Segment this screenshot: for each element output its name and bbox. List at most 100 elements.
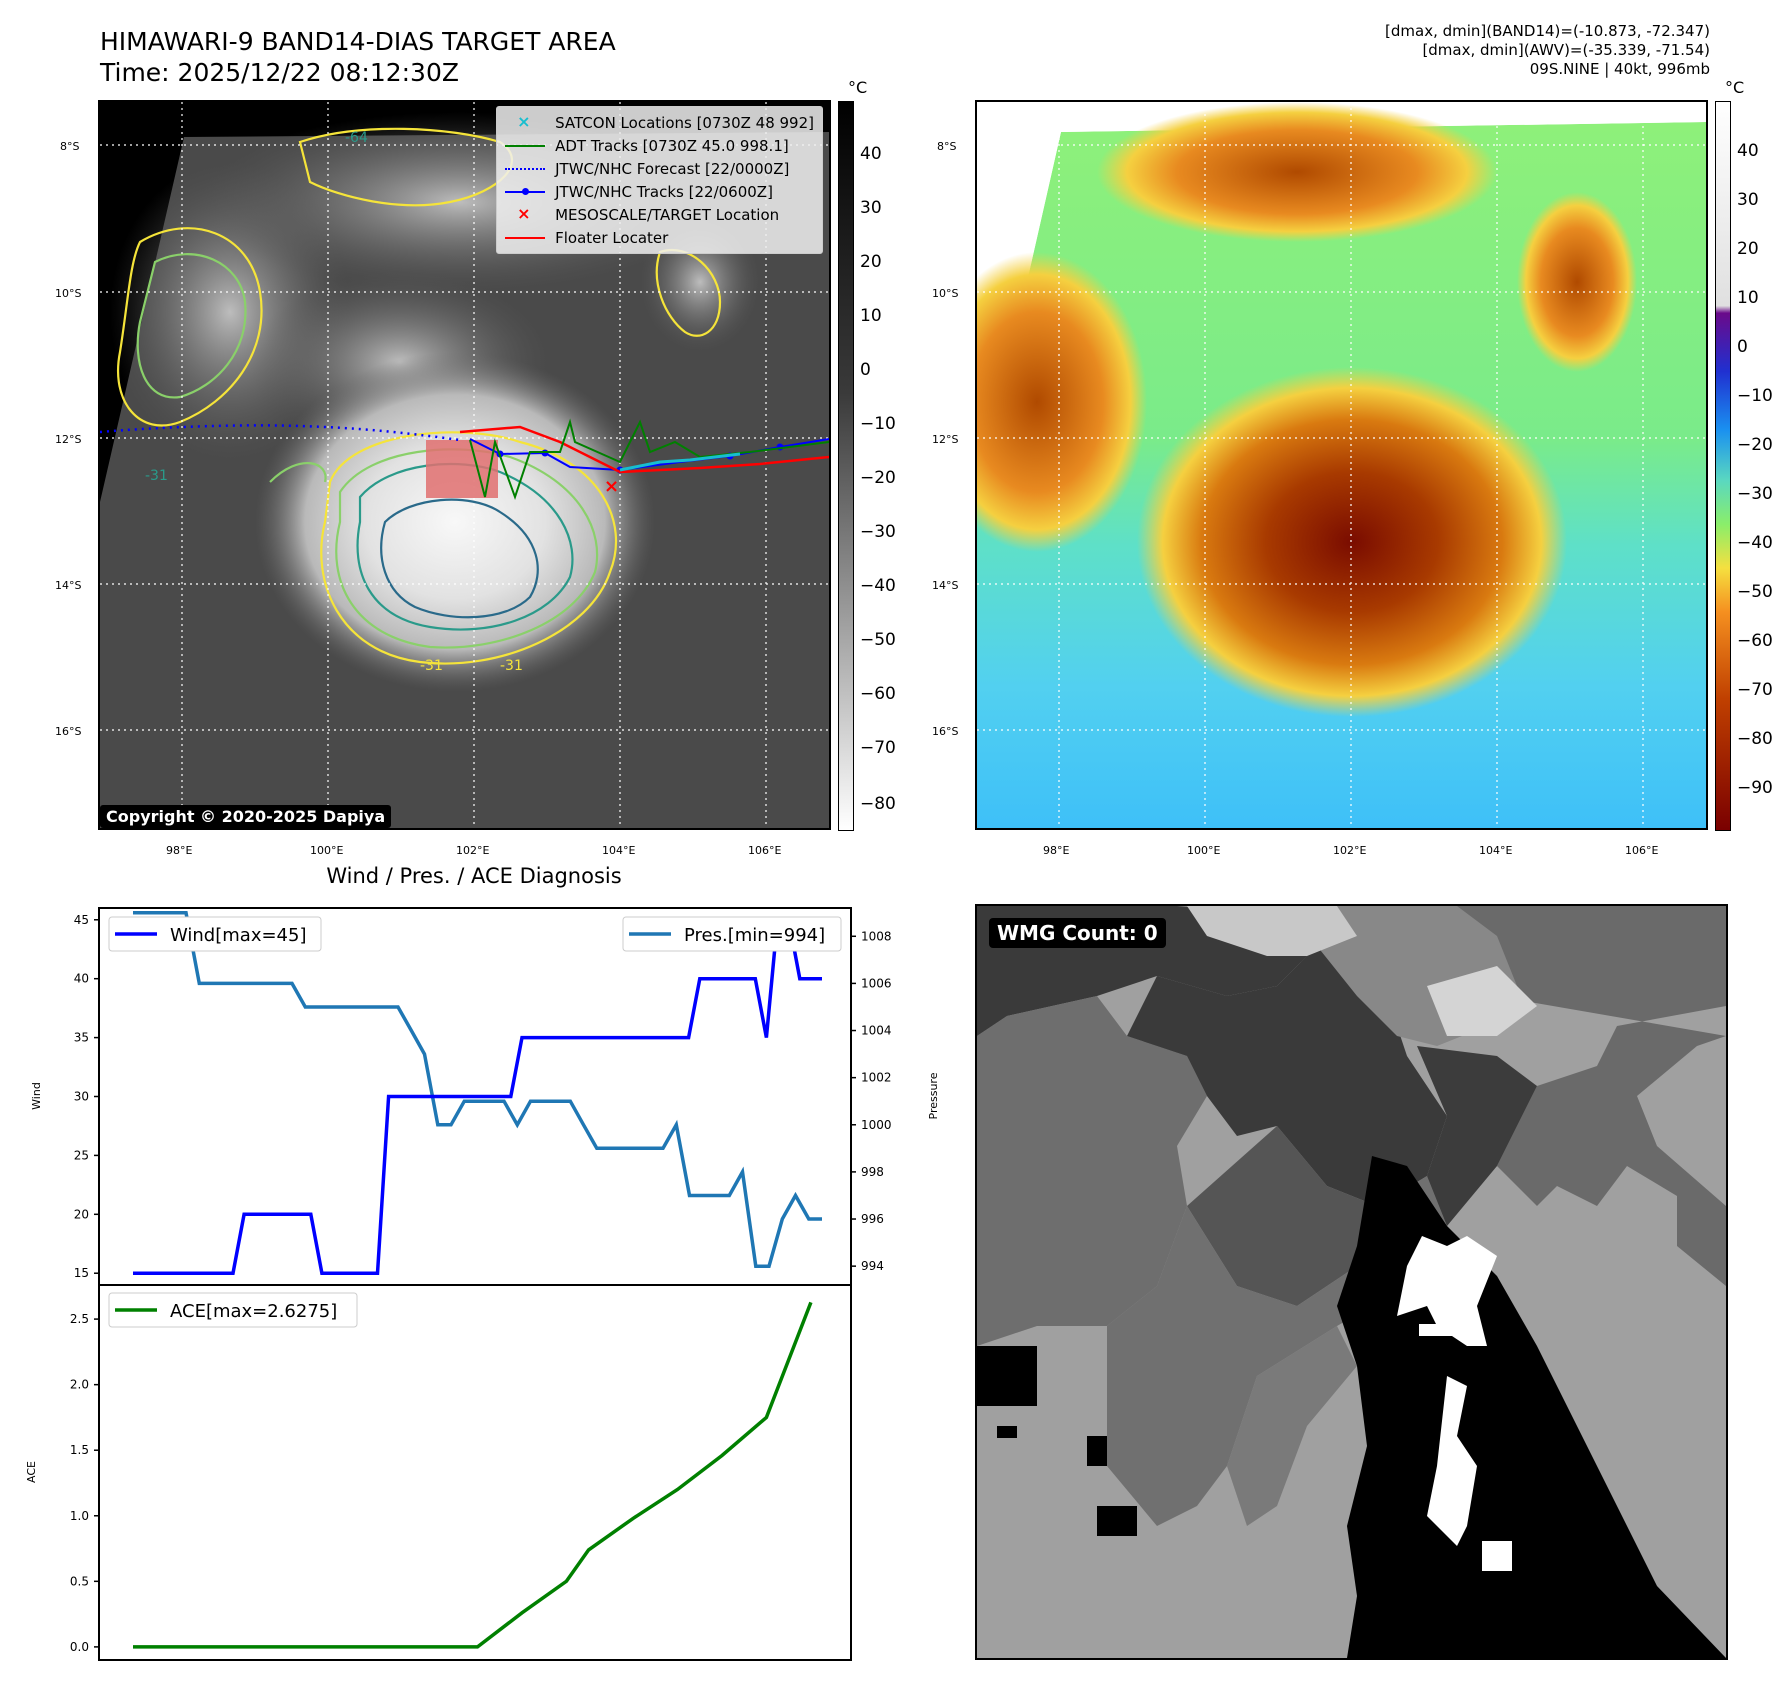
pressure-series-line	[133, 910, 822, 1268]
pres-ytick-998-label: 998	[861, 1165, 884, 1179]
legend-item-floater: Floater Locater	[505, 226, 814, 249]
wind-series-line	[133, 918, 822, 1275]
wmg-count-badge: WMG Count: 0	[989, 918, 1166, 948]
wind-ytick-15-label: 15	[74, 1266, 89, 1280]
ace-ytick-4-label: 2.0	[70, 1378, 89, 1392]
awv-cb-tick-30: 30	[1737, 190, 1759, 210]
target-location-marker: ×	[604, 476, 619, 497]
ir-cb-tick-m50: −50	[860, 630, 896, 650]
ace-ytick-5-label: 2.5	[70, 1312, 89, 1326]
wind-legend-label: Wind[max=45]	[170, 925, 307, 946]
title-line1: HIMAWARI-9 BAND14-DIAS TARGET AREA	[100, 27, 616, 56]
wind-ytick-20-label: 20	[74, 1207, 89, 1221]
ir-cb-tick-m80: −80	[860, 794, 896, 814]
ir-cb-tick-30: 30	[860, 198, 882, 218]
awv-dry-east	[1517, 192, 1637, 372]
ir-lat-label-14s: 14°S	[55, 579, 82, 592]
awv-graticule	[977, 102, 1706, 828]
ir-lon-label-98e: 98°E	[166, 844, 193, 857]
awv-cb-tick-0: 0	[1737, 337, 1748, 357]
awv-cb-tick-40: 40	[1737, 141, 1759, 161]
legend-item-jtwc-tracks: JTWC/NHC Tracks [22/0600Z]	[505, 180, 814, 203]
ir-cb-tick-0: 0	[860, 360, 871, 380]
ace-series-line	[133, 1301, 813, 1649]
awv-colorbar-unit: °C	[1725, 78, 1745, 97]
awv-cb-tick-m70: −70	[1737, 680, 1773, 700]
ir-lon-label-100e: 100°E	[310, 844, 344, 857]
ir-cb-tick-m10: −10	[860, 414, 896, 434]
awv-lat-label-10s: 10°S	[932, 287, 959, 300]
awv-cb-tick-m90: −90	[1737, 778, 1773, 798]
ir-lat-label-16s: 16°S	[55, 725, 82, 738]
wind-ytick-45-label: 45	[74, 913, 89, 927]
ace-legend: ACE[max=2.6275]	[108, 1292, 358, 1328]
awv-cb-tick-m50: −50	[1737, 582, 1773, 602]
wmg-image	[977, 906, 1726, 1658]
cyclone-core	[255, 352, 655, 692]
wind-ytick-40-label: 40	[74, 972, 89, 986]
awv-cb-tick-m80: −80	[1737, 729, 1773, 749]
awv-colorbar	[1715, 101, 1731, 831]
awv-map-image	[977, 102, 1706, 828]
pres-yticks: 994 996 998 1000 1002 1004 1006 1008	[851, 929, 892, 1273]
ace-axis-label: ACE	[25, 1461, 38, 1483]
info-line3: 09S.NINE | 40kt, 996mb	[1529, 60, 1710, 78]
wind-ytick-25-label: 25	[74, 1148, 89, 1162]
ace-ytick-3-label: 1.5	[70, 1443, 89, 1457]
pressure-axis-label: Pressure	[927, 1072, 940, 1119]
satcon-track	[619, 452, 741, 472]
awv-cyclone-core	[1137, 367, 1567, 717]
contour-label-1: -64	[345, 130, 368, 146]
pres-ytick-1006-label: 1006	[861, 976, 892, 990]
awv-lat-label-14s: 14°S	[932, 579, 959, 592]
ir-legend: × SATCON Locations [0730Z 48 992] ADT Tr…	[496, 106, 823, 254]
pres-ytick-994-label: 994	[861, 1259, 884, 1273]
ir-map-image: -64 -31 -31 -31 ×	[100, 102, 829, 828]
ir-cb-tick-m20: −20	[860, 468, 896, 488]
title-line2: Time: 2025/12/22 08:12:30Z	[100, 58, 459, 87]
diagnosis-chart: 15 20 25 30 35 40 45 994 996 998 1000 1002 1004 1006…	[25, 907, 940, 1661]
ace-ytick-1-label: 0.5	[70, 1574, 89, 1588]
ir-cb-tick-m60: −60	[860, 684, 896, 704]
ir-lon-label-102e: 102°E	[456, 844, 490, 857]
ir-colorbar	[838, 101, 854, 831]
ace-legend-label: ACE[max=2.6275]	[170, 1301, 337, 1322]
ir-cb-tick-m40: −40	[860, 576, 896, 596]
awv-dry-north	[1097, 102, 1497, 242]
wmg-panel: WMG Count: 0	[975, 904, 1728, 1660]
awv-cb-tick-m20: −20	[1737, 435, 1773, 455]
ace-ytick-2-label: 1.0	[70, 1509, 89, 1523]
contour-label-2: -31	[145, 468, 168, 484]
pres-legend: Pres.[min=994]	[622, 916, 842, 952]
wind-axis-label: Wind	[30, 1082, 43, 1110]
awv-map-panel	[975, 100, 1708, 830]
awv-dry-west	[977, 252, 1147, 552]
awv-lon-label-106e: 106°E	[1625, 844, 1659, 857]
pres-ytick-996-label: 996	[861, 1212, 884, 1226]
adt-track	[469, 418, 829, 501]
ir-lon-label-106e: 106°E	[748, 844, 782, 857]
awv-lon-label-98e: 98°E	[1043, 844, 1070, 857]
legend-item-adt: ADT Tracks [0730Z 45.0 998.1]	[505, 134, 814, 157]
ace-yticks: 0.0 0.5 1.0 1.5 2.0 2.5	[70, 1312, 99, 1654]
copyright-badge: Copyright © 2020-2025 Dapiya	[100, 805, 392, 828]
awv-lat-label-8s: 8°S	[937, 140, 957, 153]
contour-label-3: -31	[420, 658, 443, 674]
info-line2: [dmax, dmin](AWV)=(-35.339, -71.54)	[1422, 41, 1710, 59]
wind-yticks: 15 20 25 30 35 40 45	[74, 913, 99, 1280]
pres-ytick-1008-label: 1008	[861, 929, 892, 943]
pres-ytick-1002-label: 1002	[861, 1071, 892, 1085]
awv-lat-label-12s: 12°S	[932, 433, 959, 446]
ir-cb-tick-m70: −70	[860, 738, 896, 758]
ir-cb-tick-20: 20	[860, 252, 882, 272]
awv-lon-label-100e: 100°E	[1187, 844, 1221, 857]
awv-lat-label-16s: 16°S	[932, 725, 959, 738]
ace-axes-frame	[98, 1284, 852, 1661]
pres-ytick-1004-label: 1004	[861, 1024, 892, 1038]
awv-cb-tick-m40: −40	[1737, 533, 1773, 553]
ir-cb-tick-10: 10	[860, 306, 882, 326]
info-line1: [dmax, dmin](BAND14)=(-10.873, -72.347)	[1385, 22, 1710, 40]
forecast-track	[100, 424, 461, 442]
ace-ytick-0-label: 0.0	[70, 1640, 89, 1654]
awv-lon-label-104e: 104°E	[1479, 844, 1513, 857]
